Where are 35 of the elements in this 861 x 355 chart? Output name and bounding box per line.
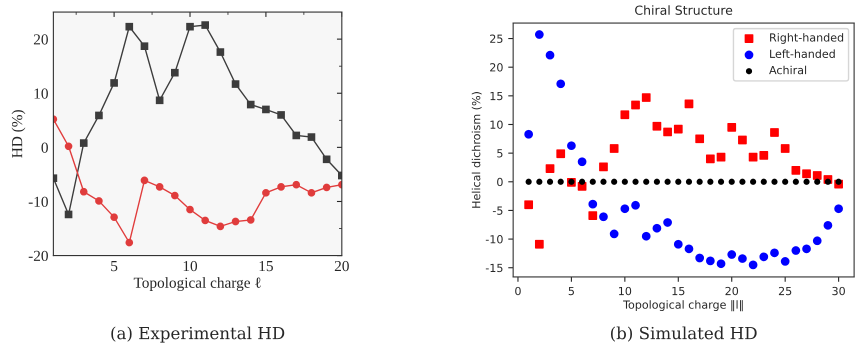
y-tick-label: 25 (490, 34, 502, 43)
y-tick-label: -20 (28, 250, 48, 262)
y-tick-label: 20 (490, 63, 503, 72)
text: (b) Simulated HD (610, 326, 757, 342)
x-tick-label: 10 (619, 286, 632, 296)
y-tick-label: 0 (41, 142, 48, 153)
y-axis-title: Helical dichroism (%) (472, 92, 482, 208)
x-axis-title: Topological charge ‖l‖ (623, 300, 743, 312)
x-tick-label: 0 (515, 286, 521, 296)
x-tick-label: 15 (672, 286, 684, 296)
y-tick-label: -10 (486, 235, 503, 244)
y-tick-label: 20 (34, 34, 48, 45)
x-tick-label: 20 (725, 286, 738, 296)
x-axis-title: Topological charge ℓ (134, 277, 261, 291)
x-tick-label: 25 (778, 286, 792, 296)
y-tick-label: 10 (34, 88, 48, 99)
chart-title: Chiral Structure (635, 5, 732, 15)
y-tick-label: 0 (497, 178, 503, 186)
y-tick-label: -5 (492, 206, 502, 215)
text: (a) Experimental HD (111, 326, 284, 343)
y-tick-label: -10 (28, 196, 48, 207)
legend-label: Achiral (769, 66, 806, 74)
y-tick-label: 10 (490, 120, 503, 129)
x-tick-label: 5 (568, 286, 574, 296)
legend-label: Left-handed (770, 49, 835, 58)
x-tick-label: 5 (111, 261, 118, 272)
legend-label: Right-handed (770, 33, 844, 44)
x-tick-label: 15 (260, 260, 273, 272)
y-tick-label: 15 (490, 92, 502, 100)
y-tick-label: 5 (497, 149, 502, 158)
x-tick-label: 10 (184, 260, 198, 272)
y-tick-label: -15 (486, 264, 502, 272)
x-tick-label: 20 (334, 260, 349, 272)
y-axis-title: HD (%) (12, 110, 26, 158)
x-tick-label: 30 (832, 286, 845, 296)
